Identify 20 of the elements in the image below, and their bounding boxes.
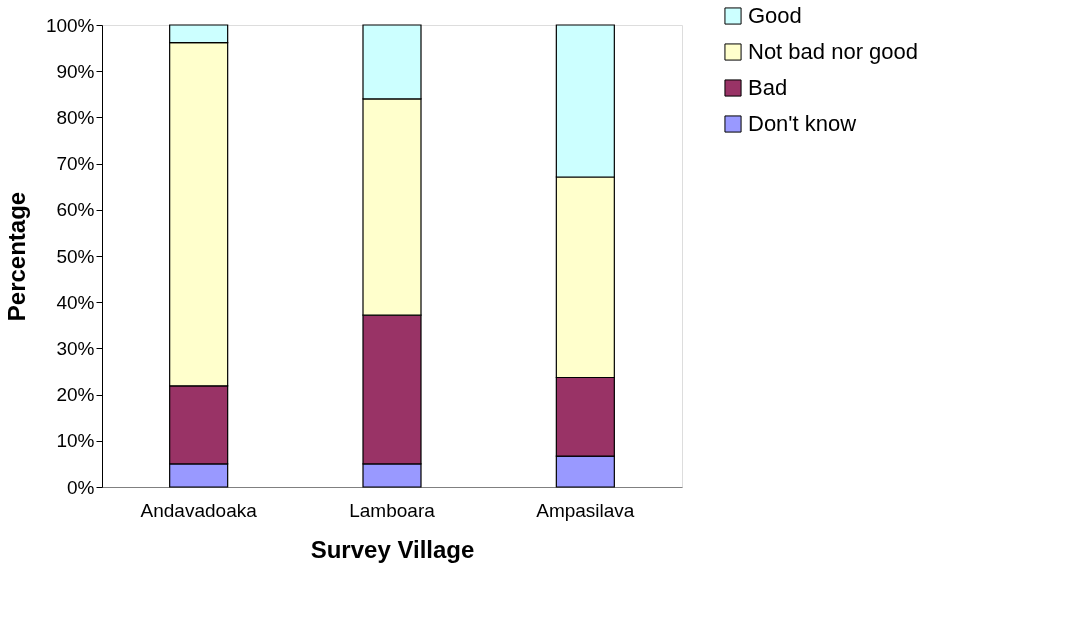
y-tick-label: 20%	[56, 384, 95, 406]
y-tick-label: 10%	[56, 430, 95, 452]
y-tick-label: 90%	[56, 60, 95, 82]
y-tick-label: 50%	[56, 245, 95, 267]
y-axis-title: Percentage	[2, 191, 30, 322]
legend-label: Don't know	[748, 111, 857, 136]
y-tick-label: 60%	[56, 199, 95, 221]
y-tick-label: 40%	[56, 291, 95, 313]
y-tick-label: 100%	[45, 14, 95, 36]
x-tick-label: Lamboara	[349, 499, 436, 521]
y-tick-label: 0%	[67, 476, 95, 498]
legend-label: Not bad nor good	[748, 39, 919, 64]
x-tick-label: Andavadoaka	[140, 499, 258, 521]
y-tick-label: 30%	[56, 337, 95, 359]
x-axis-title: Survey Village	[310, 535, 475, 563]
y-tick-label: 70%	[56, 153, 95, 175]
legend-label: Good	[748, 3, 802, 28]
x-tick-label: Ampasilava	[536, 499, 635, 521]
y-tick-label: 80%	[56, 106, 95, 128]
legend-label: Bad	[748, 75, 788, 100]
